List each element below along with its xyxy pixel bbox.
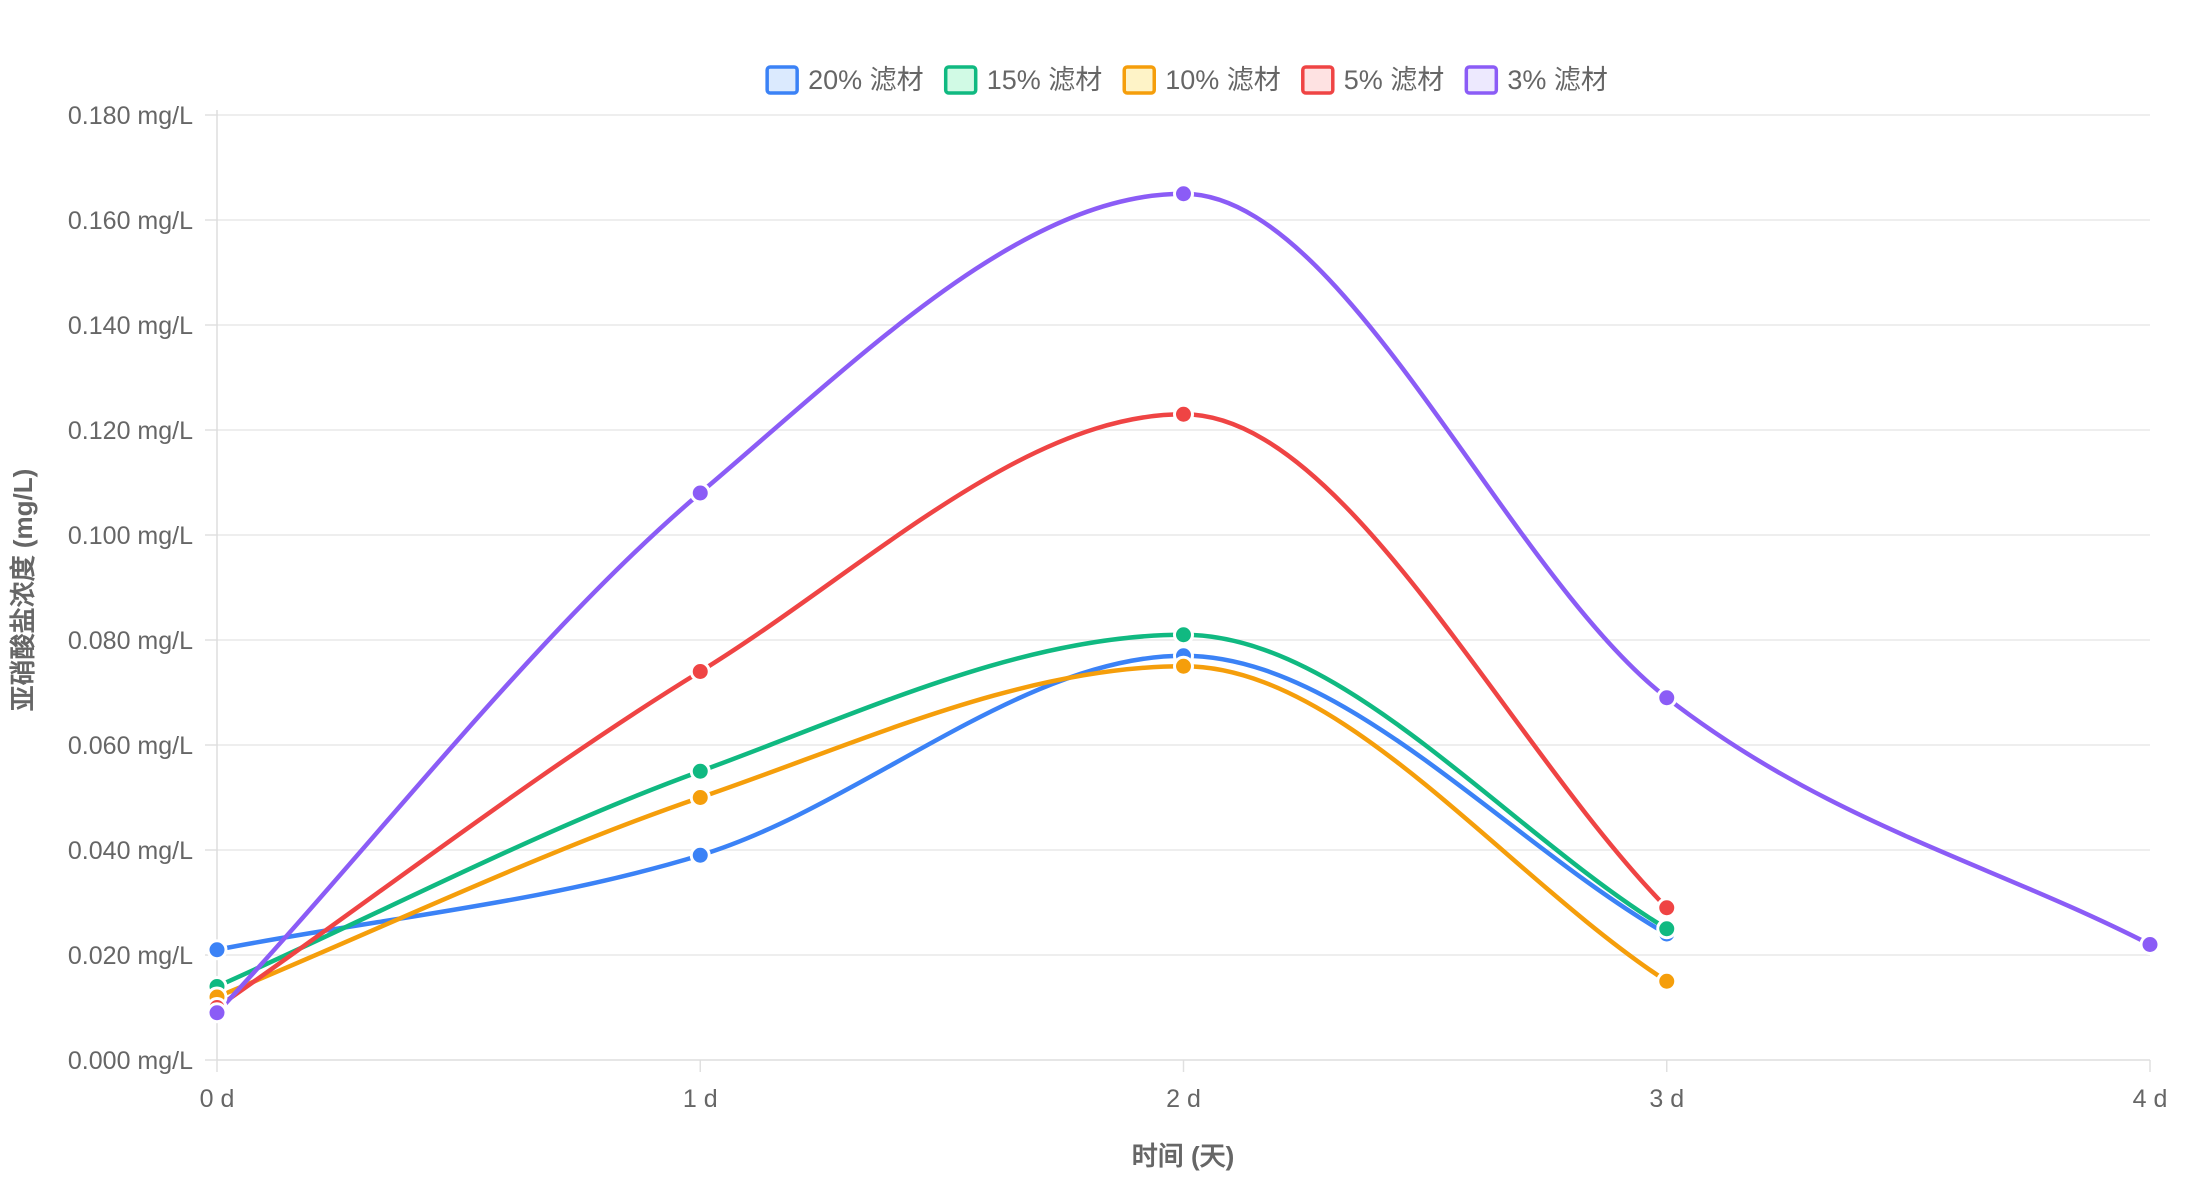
legend-label: 20% 滤材 [808,65,924,95]
x-tick-label: 4 d [2133,1085,2168,1113]
data-point [1656,687,1678,709]
legend-swatch [1301,65,1335,95]
legend-label: 3% 滤材 [1507,65,1608,95]
data-point [689,760,711,782]
x-tick-label: 3 d [1649,1085,1684,1113]
legend-label: 10% 滤材 [1165,65,1281,95]
legend-swatch [943,65,978,95]
y-tick-label: 0.000 mg/L [68,1047,193,1075]
data-point [2139,934,2161,955]
data-point [1656,918,1678,940]
axes [205,110,2151,1072]
y-tick-label: 0.060 mg/L [68,732,193,760]
legend-item[interactable]: 3% 滤材 [1464,65,1608,95]
y-tick-label: 0.020 mg/L [68,942,193,970]
legend-item[interactable]: 5% 滤材 [1301,65,1445,95]
series-lines [214,191,2153,1015]
data-point [206,939,228,961]
y-tick-label: 0.160 mg/L [68,207,193,235]
data-point [1173,655,1194,677]
legend-item[interactable]: 15% 滤材 [943,65,1103,95]
legend-item[interactable]: 20% 滤材 [765,65,924,95]
data-point [1173,403,1194,425]
y-axis-title: 亚硝酸盐浓度 (mg/L) [8,469,38,712]
x-tick-label: 2 d [1166,1085,1201,1113]
data-point [689,482,711,504]
x-tick-label: 0 d [200,1085,235,1113]
series-line [214,412,1669,1010]
grid-lines [217,114,2150,956]
data-point [689,661,711,682]
data-point [206,1002,228,1024]
series-line [214,191,2153,1015]
legend[interactable]: 20% 滤材 15% 滤材 10% 滤材 5% 滤材 3% 滤材 [765,65,1608,95]
legend-swatch [1122,65,1156,95]
x-tick-label: 1 d [683,1085,718,1113]
series-line [214,664,1669,1000]
legend-item[interactable]: 10% 滤材 [1122,65,1281,95]
data-point [1656,897,1678,919]
y-tick-label: 0.140 mg/L [68,312,193,340]
data-point [689,844,711,866]
x-tick-labels: 0 d 1 d 2 d 3 d 4 d [200,1085,2168,1113]
data-point [689,787,711,808]
data-point [1173,183,1194,205]
y-tick-label: 0.080 mg/L [68,627,193,655]
series-line [214,653,1669,952]
x-axis-title: 时间 (天) [1132,1141,1235,1171]
legend-label: 15% 滤材 [987,65,1103,95]
y-tick-label: 0.040 mg/L [68,837,193,865]
legend-swatch [765,65,799,95]
y-tick-labels: 0.000 mg/L 0.020 mg/L 0.040 mg/L 0.060 mg/L… [68,102,193,1075]
series-line [214,632,1669,989]
legend-label: 5% 滤材 [1344,65,1445,95]
data-point [1656,970,1678,992]
y-tick-label: 0.180 mg/L [68,102,193,130]
y-tick-label: 0.120 mg/L [68,417,193,445]
y-tick-label: 0.100 mg/L [68,522,193,550]
legend-swatch [1464,65,1499,95]
series-points [206,183,2161,1024]
data-point [1173,624,1194,646]
